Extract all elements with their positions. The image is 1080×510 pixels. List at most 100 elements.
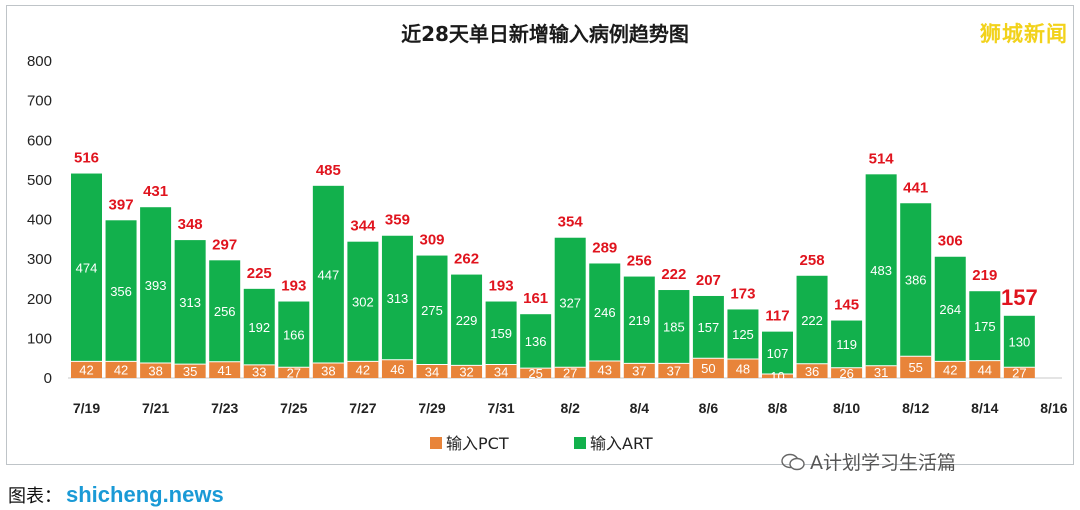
x-tick-label: 8/10 xyxy=(833,400,860,416)
bar-pct xyxy=(934,361,966,378)
pct-value-label: 32 xyxy=(459,365,473,380)
bar-pct xyxy=(174,364,206,378)
legend-swatch-art xyxy=(574,437,586,449)
total-value-label: 145 xyxy=(834,297,859,314)
art-value-label: 219 xyxy=(628,313,650,328)
pct-value-label: 27 xyxy=(1012,366,1026,381)
pct-value-label: 50 xyxy=(701,361,715,376)
pct-value-label: 25 xyxy=(528,366,542,381)
total-value-label: 344 xyxy=(350,218,376,235)
bar-pct xyxy=(140,362,172,378)
bar-pct xyxy=(796,363,828,378)
art-value-label: 107 xyxy=(767,346,789,361)
art-value-label: 256 xyxy=(214,304,236,319)
art-value-label: 119 xyxy=(836,337,857,352)
bar-pct xyxy=(865,365,897,378)
source-site: shicheng.news xyxy=(66,482,224,507)
pct-value-label: 34 xyxy=(425,364,439,379)
art-value-label: 166 xyxy=(283,327,305,342)
total-value-label: 225 xyxy=(247,265,272,282)
art-value-label: 302 xyxy=(352,295,374,310)
pct-value-label: 35 xyxy=(183,364,197,379)
bar-art xyxy=(589,263,621,361)
bar-art xyxy=(658,290,690,364)
bar-pct xyxy=(762,374,793,378)
bar-pct xyxy=(1003,367,1035,378)
bar-art xyxy=(278,301,310,368)
bar-art xyxy=(312,185,344,363)
total-value-label: 222 xyxy=(661,266,686,283)
pct-value-label: 27 xyxy=(563,366,577,381)
y-tick-label: 0 xyxy=(44,370,52,387)
legend: 输入PCT 输入ART xyxy=(430,434,653,453)
source-prefix: 图表： xyxy=(8,486,62,506)
bar-pct xyxy=(105,361,137,378)
art-value-label: 447 xyxy=(317,267,339,282)
pct-value-label: 44 xyxy=(978,362,992,377)
pct-value-label: 42 xyxy=(114,363,128,378)
y-tick-label: 400 xyxy=(27,212,52,229)
bar-pct xyxy=(243,364,275,378)
bar-art xyxy=(174,240,206,365)
bar-art xyxy=(451,274,483,366)
art-value-label: 474 xyxy=(76,260,98,275)
pct-value-label: 42 xyxy=(356,363,370,378)
y-tick-label: 800 xyxy=(27,53,52,70)
y-tick-label: 300 xyxy=(27,251,52,268)
bar-art xyxy=(347,241,379,362)
bar-art xyxy=(796,275,828,364)
bar-art xyxy=(485,301,517,365)
total-value-label: 359 xyxy=(385,212,410,229)
pct-value-label: 46 xyxy=(390,362,404,377)
art-value-label: 136 xyxy=(525,334,547,349)
x-tick-label: 7/27 xyxy=(349,400,376,416)
art-value-label: 393 xyxy=(145,278,167,293)
art-value-label: 185 xyxy=(663,320,685,335)
art-value-label: 229 xyxy=(456,313,478,328)
art-value-label: 246 xyxy=(594,305,616,320)
x-tick-label: 8/2 xyxy=(560,400,580,416)
total-value-label: 348 xyxy=(178,216,203,233)
pct-value-label: 48 xyxy=(736,361,750,376)
total-value-label: 309 xyxy=(419,232,444,249)
bar-pct xyxy=(658,363,690,378)
x-tick-label: 8/12 xyxy=(902,400,929,416)
total-value-label: 431 xyxy=(143,183,168,200)
pct-value-label: 41 xyxy=(217,363,231,378)
pct-value-label: 34 xyxy=(494,364,508,379)
total-value-label: 297 xyxy=(212,236,237,253)
total-value-label: 516 xyxy=(74,150,99,167)
total-value-label: 289 xyxy=(592,239,617,256)
bar-art xyxy=(554,237,586,368)
bar-pct xyxy=(451,365,483,378)
total-value-label: 207 xyxy=(696,272,721,289)
bar-pct xyxy=(485,364,517,378)
bar-art xyxy=(831,320,863,368)
legend-swatch-pct xyxy=(430,437,442,449)
art-value-label: 264 xyxy=(939,302,961,317)
total-value-label: 514 xyxy=(869,150,895,167)
pct-value-label: 10 xyxy=(770,369,784,384)
source-credit: 图表： shicheng.news xyxy=(8,482,224,508)
pct-value-label: 43 xyxy=(598,362,612,377)
bar-pct xyxy=(71,361,102,378)
pct-value-label: 27 xyxy=(287,366,301,381)
art-value-label: 157 xyxy=(698,320,720,335)
y-tick-label: 500 xyxy=(27,172,52,189)
bar-pct xyxy=(381,359,413,378)
x-tick-label: 7/25 xyxy=(280,400,307,416)
pct-value-label: 36 xyxy=(805,364,819,379)
pct-value-label: 42 xyxy=(79,363,93,378)
total-value-label: 193 xyxy=(281,278,306,295)
art-value-label: 483 xyxy=(870,263,892,278)
wechat-watermark: A计划学习生活篇 xyxy=(780,448,956,475)
art-value-label: 386 xyxy=(905,273,927,288)
x-tick-label: 7/23 xyxy=(211,400,238,416)
x-tick-label: 8/14 xyxy=(971,400,998,416)
total-value-label: 219 xyxy=(972,267,997,284)
pct-value-label: 38 xyxy=(321,363,335,378)
bar-pct xyxy=(209,361,241,378)
art-value-label: 222 xyxy=(801,313,823,328)
x-tick-label: 8/4 xyxy=(630,400,650,416)
